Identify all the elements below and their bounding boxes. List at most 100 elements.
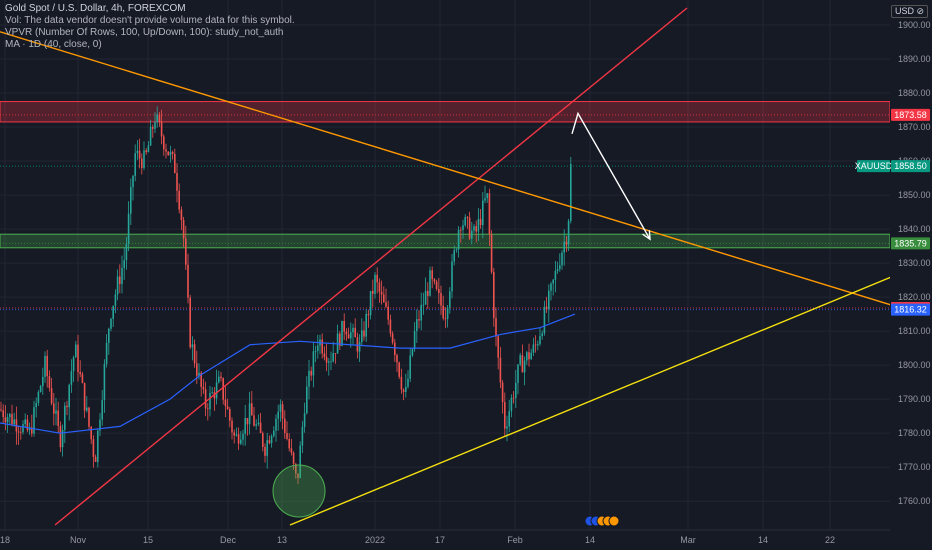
candle-body: [334, 353, 337, 354]
candle-body: [372, 290, 374, 294]
candle-body: [416, 319, 418, 332]
candle-body: [94, 456, 97, 462]
candle-body: [519, 355, 521, 365]
candle-body: [323, 353, 326, 358]
x-tick-label: 14: [758, 535, 768, 545]
candle-body: [112, 305, 114, 319]
candle-body: [266, 440, 268, 456]
x-tick-label: Feb: [507, 535, 523, 545]
candle-body: [187, 264, 189, 298]
highlight-circle: [272, 464, 326, 518]
x-tick-label: 14: [585, 535, 595, 545]
candle-body: [9, 413, 11, 418]
candle-body: [229, 409, 231, 421]
candle-body: [446, 307, 449, 320]
symbol-title[interactable]: Gold Spot / U.S. Dollar, 4h, FOREXCOM: [5, 3, 186, 14]
candle-body: [50, 388, 53, 404]
candle-body: [523, 360, 526, 373]
price-tag: [891, 303, 930, 316]
candle-body: [165, 149, 167, 152]
candle-body: [380, 291, 383, 295]
candle-body: [121, 267, 123, 285]
candle-body: [178, 190, 180, 210]
candle-body: [501, 382, 504, 403]
candle-body: [442, 305, 444, 319]
ma-indicator-label[interactable]: MA · 1D (40, close, 0): [5, 39, 102, 50]
y-tick-label: 1760.00: [898, 496, 931, 506]
candle-body: [66, 405, 68, 408]
candle-body: [143, 150, 145, 169]
candle-body: [429, 270, 431, 296]
candle-body: [435, 281, 438, 289]
candle-body: [189, 297, 191, 348]
candle-body: [383, 294, 385, 303]
candle-body: [521, 355, 524, 373]
candle-body: [365, 313, 367, 337]
symbol-tag: [857, 160, 890, 173]
candle-body: [270, 436, 273, 444]
candle-body: [497, 336, 499, 358]
candle-body: [317, 345, 319, 351]
candle-body: [486, 193, 488, 199]
candle-body: [264, 446, 266, 456]
candle-body: [559, 265, 561, 269]
candle-body: [200, 372, 202, 387]
candle-body: [488, 193, 491, 235]
candle-body: [407, 378, 409, 387]
candle-body: [284, 418, 286, 434]
candle-body: [427, 290, 429, 296]
time-axis-background: [0, 530, 932, 550]
candle-body: [125, 243, 128, 261]
candle-body: [28, 427, 31, 431]
candle-body: [70, 371, 73, 385]
candle-body: [310, 370, 312, 376]
candle-body: [53, 403, 55, 414]
y-tick-label: 1780.00: [898, 428, 931, 438]
price-tag-text: 1816.32: [894, 305, 927, 315]
vpvr-indicator-label[interactable]: VPVR (Number Of Rows, 100, Up/Down, 100)…: [5, 27, 284, 38]
candle-body: [257, 422, 260, 425]
candle-body: [526, 352, 528, 361]
candle-body: [361, 330, 363, 343]
candle-body: [171, 151, 174, 154]
candle-body: [46, 355, 48, 377]
candle-body: [35, 402, 37, 408]
economic-event-icon: [608, 515, 620, 527]
candle-body: [440, 293, 442, 306]
candle-body: [358, 342, 361, 352]
candle-body: [130, 187, 132, 214]
candle-body: [504, 402, 506, 429]
volume-indicator-label[interactable]: Vol: The data vendor doesn't provide vol…: [5, 15, 295, 26]
candle-body: [57, 410, 59, 426]
candle-body: [218, 376, 220, 383]
x-tick-label: 18: [0, 535, 10, 545]
candle-body: [493, 271, 495, 319]
candle-body: [211, 392, 213, 394]
candle-body: [169, 151, 172, 156]
candle-body: [92, 439, 95, 457]
currency-selector[interactable]: USD ⊘: [890, 5, 928, 18]
candle-body: [42, 376, 44, 387]
candle-body: [457, 229, 460, 250]
candle-body: [515, 382, 517, 398]
candle-body: [431, 270, 433, 280]
zone-green-support: [0, 233, 891, 249]
candle-body: [145, 150, 147, 153]
candle-body: [202, 386, 205, 390]
candle-body: [367, 313, 370, 316]
x-tick-label: 2022: [365, 535, 385, 545]
candle-body: [152, 126, 154, 129]
candle-body: [90, 426, 92, 440]
candle-body: [534, 344, 537, 346]
candle-body: [222, 378, 224, 400]
candle-body: [72, 357, 75, 372]
candle-body: [185, 238, 187, 265]
candle-body: [163, 136, 165, 150]
candle-body: [499, 357, 502, 383]
candle-body: [174, 153, 176, 174]
candle-body: [378, 282, 381, 292]
candle-body: [530, 352, 532, 360]
candle-body: [356, 337, 359, 352]
candle-body: [55, 410, 57, 414]
